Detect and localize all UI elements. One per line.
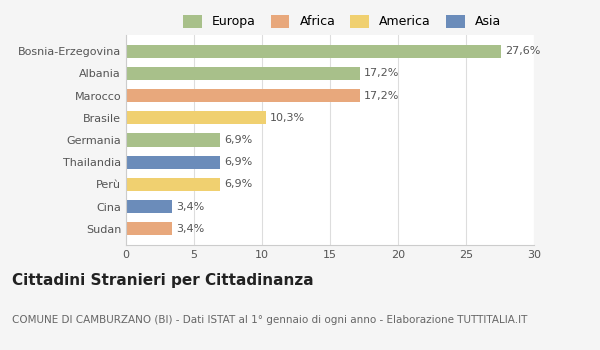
Text: 6,9%: 6,9%	[224, 157, 252, 167]
Text: 3,4%: 3,4%	[176, 224, 205, 234]
Text: 3,4%: 3,4%	[176, 202, 205, 212]
Bar	[126, 89, 360, 102]
Bar	[126, 178, 220, 191]
Bar	[126, 44, 502, 58]
Text: 6,9%: 6,9%	[224, 180, 252, 189]
Text: 17,2%: 17,2%	[364, 68, 400, 78]
Text: 6,9%: 6,9%	[224, 135, 252, 145]
Text: 17,2%: 17,2%	[364, 91, 400, 100]
Bar	[126, 111, 266, 125]
Bar	[126, 222, 172, 236]
Bar	[126, 155, 220, 169]
Text: 10,3%: 10,3%	[270, 113, 305, 123]
Text: COMUNE DI CAMBURZANO (BI) - Dati ISTAT al 1° gennaio di ogni anno - Elaborazione: COMUNE DI CAMBURZANO (BI) - Dati ISTAT a…	[12, 315, 527, 325]
Bar	[126, 133, 220, 147]
Bar	[126, 67, 360, 80]
Text: 27,6%: 27,6%	[505, 46, 541, 56]
Bar	[126, 200, 172, 213]
Legend: Europa, Africa, America, Asia: Europa, Africa, America, Asia	[178, 10, 506, 33]
Text: Cittadini Stranieri per Cittadinanza: Cittadini Stranieri per Cittadinanza	[12, 273, 314, 288]
